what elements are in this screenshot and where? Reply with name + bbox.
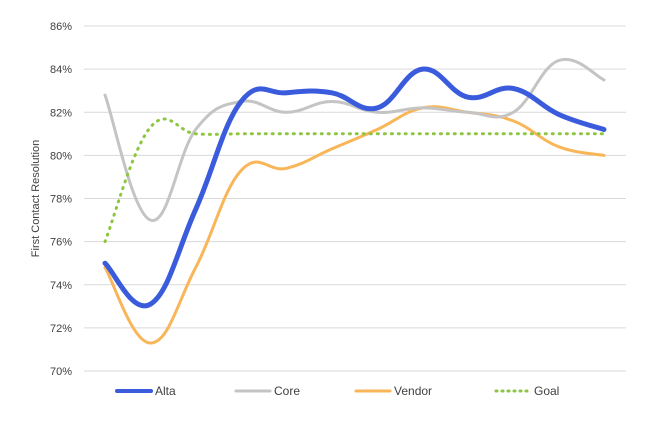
y-tick-label: 84% xyxy=(50,64,72,76)
y-tick-label: 80% xyxy=(50,150,72,162)
legend-label-vendor: Vendor xyxy=(394,384,432,398)
series-line-vendor xyxy=(103,105,606,345)
series-line-core xyxy=(103,57,606,222)
y-tick-label: 74% xyxy=(50,280,72,292)
series-lines xyxy=(102,57,607,345)
series-line-alta xyxy=(102,66,607,309)
legend-label-goal: Goal xyxy=(534,384,559,398)
legend-label-alta: Alta xyxy=(155,384,176,398)
series-line-goal xyxy=(103,117,606,244)
y-tick-label: 72% xyxy=(50,323,72,335)
y-axis-title: First Contact Resolution xyxy=(30,140,42,257)
legend-label-core: Core xyxy=(274,384,300,398)
y-tick-label: 82% xyxy=(50,107,72,119)
y-axis-ticks: 70% 72% 74% 76% 78% 80% 82% 84% 86% xyxy=(50,21,72,378)
y-tick-label: 76% xyxy=(50,237,72,249)
legend: Alta Core Vendor Goal xyxy=(115,384,559,398)
y-tick-label: 70% xyxy=(50,366,72,378)
y-tick-label: 78% xyxy=(50,194,72,206)
grid xyxy=(84,25,626,372)
y-tick-label: 86% xyxy=(50,21,72,33)
